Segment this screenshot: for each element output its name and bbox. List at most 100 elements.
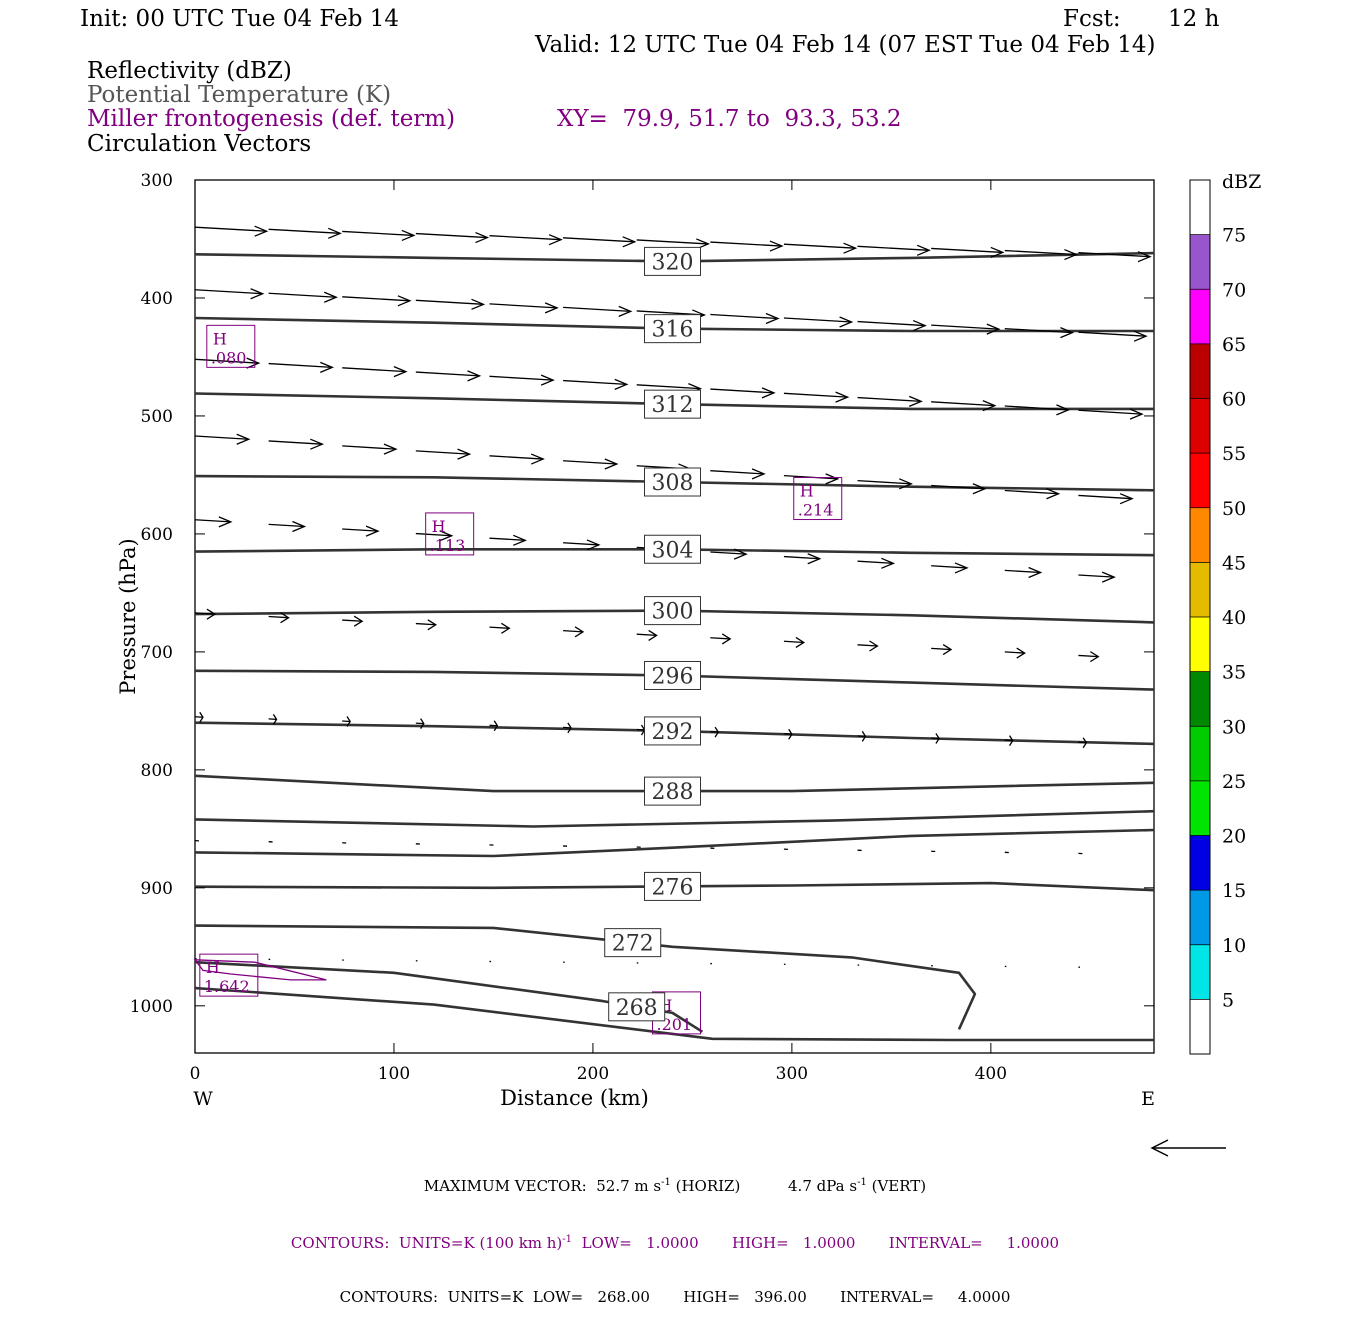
x-tick-label: 400	[975, 1064, 1007, 1084]
colorbar-level-label: 65	[1222, 334, 1246, 356]
vert-label: (VERT)	[867, 1177, 926, 1195]
circulation-vector	[784, 641, 804, 642]
colorbar-segment	[1190, 781, 1210, 836]
contour-label: 312	[652, 393, 694, 418]
circulation-vector	[416, 234, 488, 238]
colorbar-level-label: 35	[1222, 662, 1246, 684]
colorbar-level-label: 60	[1222, 389, 1246, 411]
theta-contour-line	[195, 926, 975, 1030]
frontogenesis-high-marker: H	[432, 517, 446, 536]
contour-label: 320	[652, 250, 694, 275]
colorbar-segment	[1190, 672, 1210, 727]
superscript: -1	[857, 1177, 867, 1188]
y-tick-label: 700	[141, 643, 173, 663]
y-tick-label: 800	[141, 761, 173, 781]
theta-contour-line	[195, 811, 1154, 826]
circulation-vector	[342, 620, 362, 621]
colorbar-segment	[1190, 508, 1210, 563]
colorbar-level-label: 10	[1222, 935, 1246, 957]
y-tick-label: 300	[141, 171, 173, 191]
circulation-vector	[416, 624, 436, 625]
x-tick-label: 100	[378, 1064, 410, 1084]
colorbar-level-label: 15	[1222, 880, 1246, 902]
circulation-vector	[784, 244, 856, 248]
colorbar-level-label: 30	[1222, 716, 1246, 738]
circulation-vector	[637, 385, 701, 389]
theta-contour-line	[195, 830, 1154, 856]
colorbar-segment	[1190, 999, 1210, 1054]
y-tick-label: 500	[141, 407, 173, 427]
y-tick-label: 900	[141, 879, 173, 899]
colorbar-segment	[1190, 617, 1210, 672]
contour-label: 296	[652, 664, 694, 689]
circulation-vector	[342, 368, 406, 372]
contour-label: 268	[616, 996, 658, 1021]
circulation-vector	[784, 393, 848, 397]
colorbar-segment	[1190, 344, 1210, 399]
circulation-vector	[931, 325, 999, 329]
circulation-vector	[342, 231, 414, 235]
contour-label: 276	[652, 875, 694, 900]
circulation-vector	[931, 248, 1003, 252]
colorbar-level-label: 45	[1222, 552, 1246, 574]
contour-label: 288	[652, 780, 694, 805]
y-tick-label: 400	[141, 289, 173, 309]
circulation-vector	[489, 236, 561, 240]
circulation-vector	[1078, 332, 1146, 336]
frontogenesis-high-value: 1.642	[204, 977, 250, 996]
circulation-vector	[563, 381, 627, 385]
colorbar-segment	[1190, 890, 1210, 945]
colorbar-segment	[1190, 836, 1210, 891]
colorbar-level-label: 40	[1222, 607, 1246, 629]
circulation-vector	[1078, 410, 1142, 414]
colorbar-level-label: 55	[1222, 443, 1246, 465]
circulation-vector	[931, 402, 995, 406]
footer-max-vector: MAXIMUM VECTOR: 52.7 m s-1 (HORIZ) 4.7 d…	[0, 1174, 1350, 1195]
theta-contours	[195, 253, 1154, 1040]
colorbar-segment	[1190, 726, 1210, 781]
frontogenesis-high-value: .080	[211, 348, 247, 367]
frontogenesis-high-marker: H	[213, 329, 227, 348]
contour-label: 300	[652, 600, 694, 625]
circulation-vector	[416, 300, 484, 304]
contour-label: 316	[652, 318, 694, 343]
colorbar-level-label: 50	[1222, 498, 1246, 520]
circulation-vector	[563, 307, 631, 311]
circulation-vector	[269, 364, 333, 368]
circulation-vector	[710, 314, 778, 318]
circulation-vector	[563, 238, 635, 242]
colorbar-level-label: 5	[1222, 989, 1234, 1011]
x-tick-label: 300	[776, 1064, 808, 1084]
circulation-vector	[1005, 652, 1025, 653]
circulation-vector	[858, 246, 930, 250]
colorbar-level-label: 75	[1222, 225, 1246, 247]
superscript: -1	[661, 1177, 671, 1188]
fronto-range: LOW= 1.0000 HIGH= 1.0000 INTERVAL= 1.000…	[572, 1234, 1059, 1252]
circulation-vector	[858, 322, 926, 326]
colorbar-segment	[1190, 235, 1210, 290]
contour-label: 272	[612, 932, 654, 957]
footer-theta-contours: CONTOURS: UNITS=K LOW= 268.00 HIGH= 396.…	[0, 1288, 1350, 1306]
colorbar-level-label: 20	[1222, 826, 1246, 848]
y-tick-label: 600	[141, 525, 173, 545]
circulation-vector	[269, 617, 289, 618]
circulation-vector	[784, 318, 852, 322]
circulation-vector	[710, 242, 782, 246]
frontogenesis-high-value: .214	[798, 501, 834, 520]
circulation-vector	[1005, 251, 1077, 255]
circulation-vector	[269, 229, 341, 233]
colorbar-segment	[1190, 453, 1210, 508]
circulation-vector	[710, 389, 774, 393]
footer-fronto-contours: CONTOURS: UNITS=K (100 km h)-1 LOW= 1.00…	[0, 1231, 1350, 1252]
x-tick-label: 200	[577, 1064, 609, 1084]
circulation-vector	[1078, 655, 1098, 656]
frontogenesis-high-marker: H	[800, 482, 814, 501]
colorbar-segment	[1190, 562, 1210, 617]
circulation-vector	[416, 372, 480, 376]
fronto-units: CONTOURS: UNITS=K (100 km h)	[291, 1234, 562, 1252]
circulation-vector	[637, 240, 709, 244]
